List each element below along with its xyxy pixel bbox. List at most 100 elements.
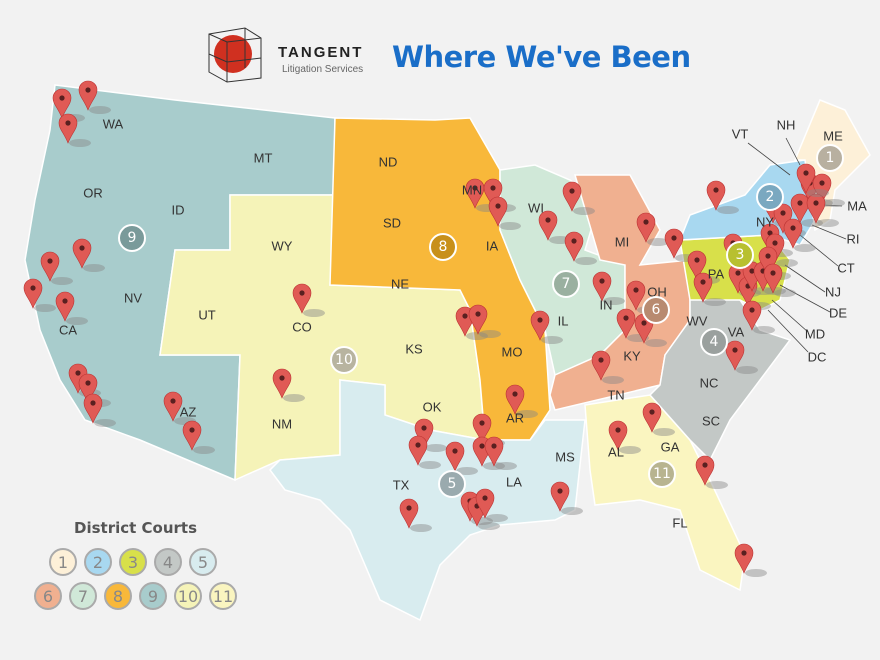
location-pin[interactable] [408, 435, 441, 469]
location-pin[interactable] [468, 304, 501, 338]
leader-line [821, 204, 843, 207]
state-label-tx: TX [392, 477, 410, 493]
circuit-marker-5: 5 [438, 470, 466, 498]
page-title: Where We've Been [392, 40, 691, 74]
circuit-marker-8: 8 [429, 233, 457, 261]
circuit-marker-9: 9 [118, 224, 146, 252]
legend-item-10: 10 [174, 582, 202, 610]
state-label-co: CO [292, 319, 312, 335]
legend-item-4: 4 [154, 548, 182, 576]
state-label-nv: NV [123, 290, 143, 306]
state-label-mo: MO [501, 344, 523, 360]
location-pin[interactable] [591, 350, 624, 384]
state-label-me: ME [823, 128, 843, 144]
circuit-5-region [269, 379, 586, 622]
circuit-marker-10: 10 [330, 346, 358, 374]
location-pin[interactable] [445, 441, 478, 475]
state-label-ms: MS [555, 449, 575, 465]
state-label-nh: NH [776, 117, 796, 133]
location-pin[interactable] [642, 402, 675, 436]
location-pin[interactable] [399, 498, 432, 532]
state-label-ne: NE [390, 276, 410, 292]
location-pin[interactable] [58, 113, 91, 147]
brand-name: TANGENT [278, 44, 364, 61]
location-pin[interactable] [414, 418, 447, 452]
state-label-wa: WA [102, 116, 124, 132]
state-label-de: DE [828, 305, 848, 321]
state-label-ma: MA [847, 198, 867, 214]
legend-item-3: 3 [119, 548, 147, 576]
location-pin[interactable] [592, 271, 625, 305]
legend-item-7: 7 [69, 582, 97, 610]
state-label-az: AZ [179, 404, 197, 420]
location-pin[interactable] [636, 212, 669, 246]
legend-item-9: 9 [139, 582, 167, 610]
location-pin[interactable] [272, 368, 305, 402]
location-pin[interactable] [530, 310, 563, 344]
state-label-wy: WY [271, 238, 293, 254]
state-label-nm: NM [271, 416, 293, 432]
state-label-ut: UT [198, 307, 216, 323]
location-pin[interactable] [734, 543, 767, 577]
leader-line [785, 137, 801, 166]
location-pin[interactable] [790, 193, 823, 227]
state-label-ri: RI [846, 231, 860, 247]
location-pin[interactable] [608, 420, 641, 454]
location-pin[interactable] [812, 173, 845, 207]
state-label-in: IN [599, 297, 613, 313]
state-label-al: AL [608, 444, 624, 460]
location-pin[interactable] [182, 420, 215, 454]
state-label-ok: OK [422, 399, 442, 415]
location-pin[interactable] [488, 196, 521, 230]
state-label-ga: GA [660, 439, 680, 455]
location-pin[interactable] [783, 218, 816, 252]
location-pin[interactable] [505, 384, 538, 418]
legend-item-5: 5 [189, 548, 217, 576]
circuit-6-region [549, 174, 691, 411]
circuit-4-region [648, 289, 792, 462]
circuit-marker-4: 4 [700, 328, 728, 356]
state-label-mn: MN [461, 182, 483, 198]
state-label-nj: NJ [825, 284, 841, 300]
location-pin[interactable] [55, 291, 88, 325]
leader-line [771, 299, 809, 333]
location-pin[interactable] [763, 263, 796, 297]
location-pin[interactable] [475, 488, 508, 522]
legend-item-8: 8 [104, 582, 132, 610]
state-label-nd: ND [378, 154, 398, 170]
state-label-oh: OH [647, 284, 667, 300]
location-pin[interactable] [550, 481, 583, 515]
location-pin[interactable] [23, 278, 56, 312]
location-pin[interactable] [78, 80, 111, 114]
location-pin[interactable] [796, 163, 829, 197]
location-pin[interactable] [83, 393, 116, 427]
location-pin[interactable] [484, 436, 517, 470]
state-label-sd: SD [382, 215, 402, 231]
location-pin[interactable] [564, 231, 597, 265]
state-label-id: ID [171, 202, 185, 218]
circuit-marker-1: 1 [816, 144, 844, 172]
state-label-ky: KY [623, 348, 641, 364]
circuit-marker-2: 2 [756, 183, 784, 211]
location-pin[interactable] [693, 272, 726, 306]
location-pin[interactable] [562, 181, 595, 215]
legend-item-11: 11 [209, 582, 237, 610]
location-pin[interactable] [695, 455, 728, 489]
circuit-marker-3: 3 [726, 241, 754, 269]
location-pin[interactable] [292, 283, 325, 317]
location-pin[interactable] [725, 340, 758, 374]
leader-line [767, 309, 809, 353]
location-pin[interactable] [706, 180, 739, 214]
location-pin[interactable] [765, 233, 798, 267]
location-pin[interactable] [806, 193, 839, 227]
location-pin[interactable] [40, 251, 73, 285]
location-pin[interactable] [72, 238, 105, 272]
state-label-va: VA [727, 324, 745, 340]
legend-title: District Courts [74, 519, 198, 537]
state-label-ny: NY [755, 214, 775, 230]
state-label-mi: MI [614, 234, 630, 250]
state-label-pa: PA [707, 266, 725, 282]
location-pin[interactable] [742, 300, 775, 334]
